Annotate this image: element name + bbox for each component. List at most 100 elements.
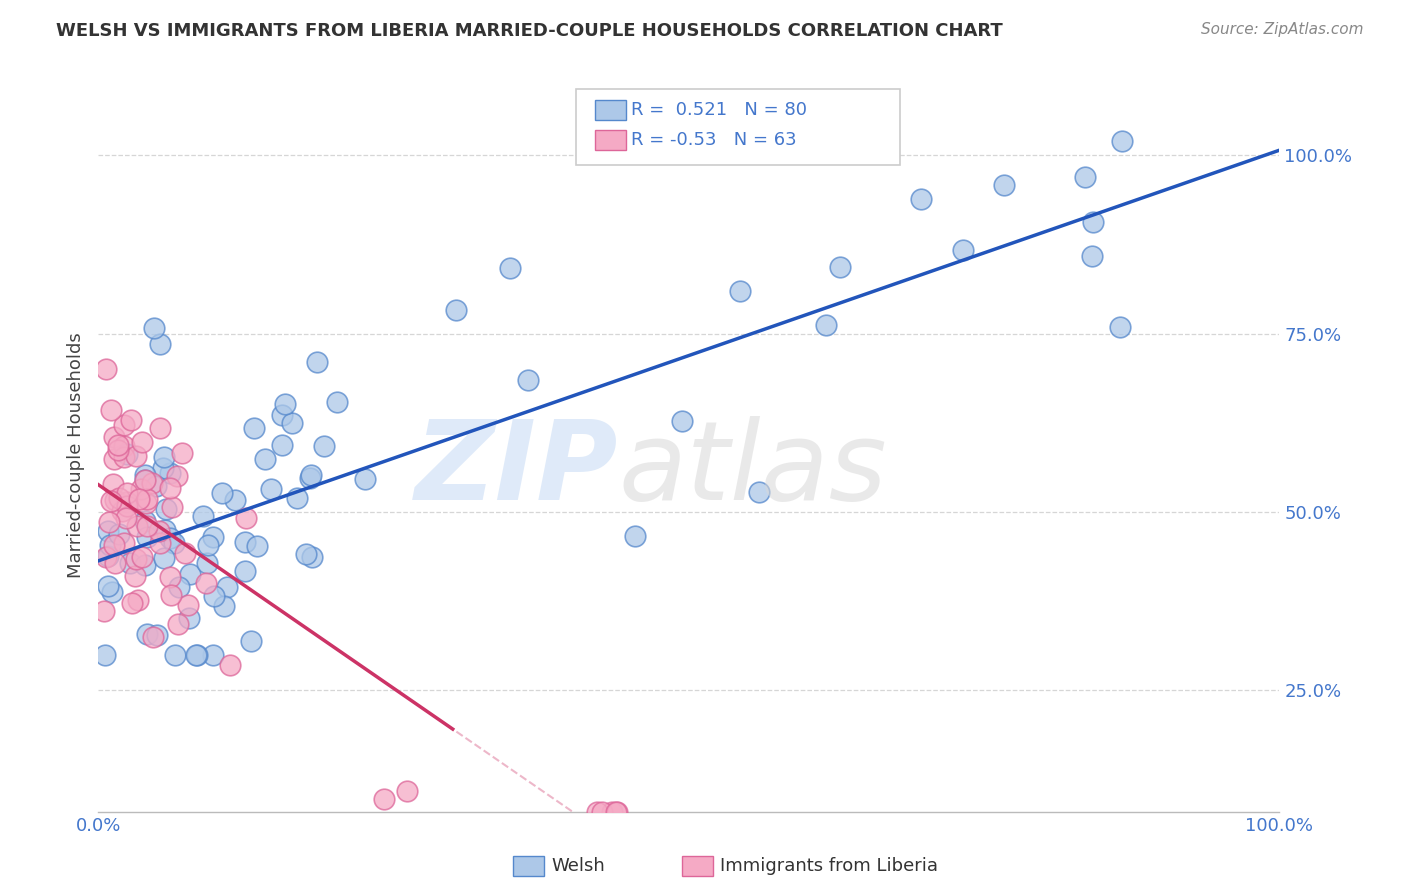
Point	[591, 805, 613, 819]
Point	[155, 502, 177, 516]
Point	[326, 395, 349, 409]
Point	[153, 551, 176, 566]
Point	[499, 260, 522, 275]
Point	[910, 192, 932, 206]
Point	[446, 302, 468, 317]
Point	[307, 355, 329, 369]
Point	[131, 435, 153, 450]
Point	[167, 617, 190, 632]
Point	[373, 792, 395, 806]
Text: Welsh: Welsh	[551, 857, 605, 875]
Point	[312, 439, 335, 453]
Text: WELSH VS IMMIGRANTS FROM LIBERIA MARRIED-COUPLE HOUSEHOLDS CORRELATION CHART: WELSH VS IMMIGRANTS FROM LIBERIA MARRIED…	[56, 22, 1002, 40]
Point	[301, 550, 323, 565]
Point	[155, 523, 177, 537]
Point	[100, 584, 122, 599]
Text: Source: ZipAtlas.com: Source: ZipAtlas.com	[1201, 22, 1364, 37]
Point	[111, 503, 134, 517]
Point	[274, 397, 297, 411]
Point	[131, 549, 153, 564]
Point	[142, 321, 165, 335]
Point	[103, 452, 125, 467]
Point	[605, 805, 627, 819]
Point	[177, 598, 200, 612]
Point	[145, 479, 167, 493]
Point	[830, 260, 852, 274]
Point	[260, 483, 283, 497]
Point	[163, 536, 186, 550]
Point	[170, 446, 193, 460]
Point	[97, 579, 120, 593]
Point	[97, 524, 120, 538]
Point	[606, 805, 628, 819]
Point	[671, 414, 693, 428]
Point	[219, 658, 242, 673]
Point	[585, 805, 607, 819]
Y-axis label: Married-couple Households: Married-couple Households	[66, 332, 84, 578]
Point	[159, 531, 181, 545]
Point	[100, 403, 122, 417]
Point	[115, 486, 138, 500]
Point	[142, 630, 165, 644]
Point	[246, 539, 269, 553]
Point	[202, 530, 225, 544]
Point	[159, 466, 181, 480]
Point	[395, 783, 418, 797]
Point	[112, 439, 135, 453]
Point	[191, 509, 214, 524]
Point	[814, 318, 837, 332]
Point	[103, 430, 125, 444]
Point	[211, 486, 233, 500]
Point	[127, 593, 149, 607]
Point	[107, 442, 129, 457]
Point	[201, 648, 224, 662]
Point	[103, 538, 125, 552]
Text: R =  0.521   N = 80: R = 0.521 N = 80	[631, 101, 807, 119]
Point	[148, 524, 170, 538]
Point	[115, 511, 138, 525]
Point	[136, 519, 159, 533]
Point	[197, 537, 219, 551]
Point	[98, 538, 121, 552]
Point	[124, 568, 146, 582]
Point	[243, 421, 266, 435]
Point	[128, 491, 150, 506]
Point	[299, 471, 322, 485]
Point	[217, 580, 239, 594]
Point	[121, 596, 143, 610]
Point	[107, 437, 129, 451]
Point	[169, 581, 191, 595]
Point	[115, 494, 138, 508]
Point	[353, 472, 375, 486]
Point	[145, 628, 167, 642]
Point	[120, 413, 142, 427]
Point	[1081, 249, 1104, 263]
Point	[134, 473, 156, 487]
Point	[134, 558, 156, 573]
Point	[212, 599, 235, 613]
Point	[120, 557, 142, 571]
Point	[127, 518, 149, 533]
Point	[281, 416, 304, 430]
Point	[233, 564, 256, 578]
Point	[134, 514, 156, 528]
Point	[135, 496, 157, 510]
Point	[600, 805, 623, 819]
Point	[202, 589, 225, 603]
Point	[112, 450, 135, 465]
Point	[194, 575, 217, 590]
Point	[1111, 134, 1133, 148]
Point	[728, 284, 751, 298]
Point	[107, 491, 129, 505]
Point	[124, 449, 146, 463]
Text: ZIP: ZIP	[415, 416, 619, 523]
Text: R = -0.53   N = 63: R = -0.53 N = 63	[631, 131, 797, 149]
Text: Immigrants from Liberia: Immigrants from Liberia	[720, 857, 938, 875]
Point	[149, 536, 172, 550]
Point	[294, 547, 316, 561]
Point	[166, 469, 188, 483]
Point	[152, 460, 174, 475]
Point	[224, 492, 246, 507]
Point	[97, 549, 120, 563]
Point	[94, 549, 117, 564]
